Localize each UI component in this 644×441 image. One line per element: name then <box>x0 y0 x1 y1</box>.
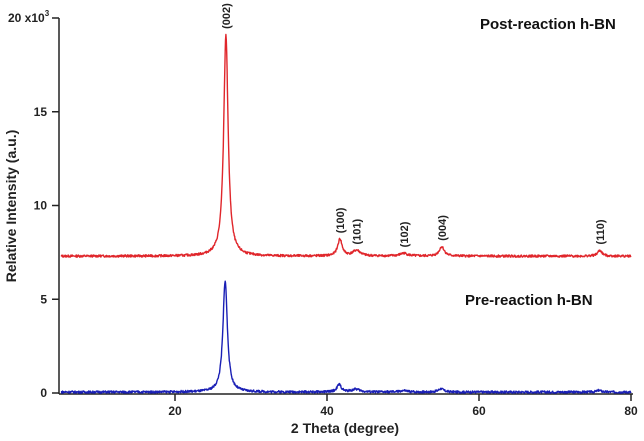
peak-labels: (002) (100) (101) (102) (004) (110) <box>221 3 607 247</box>
x-axis-title: 2 Theta (degree) <box>291 420 399 436</box>
y-tick-label: 10 <box>34 199 48 213</box>
x-tick-label: 60 <box>472 404 486 418</box>
peak-label: (100) <box>335 207 347 233</box>
y-tick-label: 0 <box>40 386 47 400</box>
axes <box>58 18 633 395</box>
x-tick-label: 40 <box>320 404 334 418</box>
x-tick-label: 20 <box>168 404 182 418</box>
x-tick-label: 80 <box>624 404 638 418</box>
peak-label: (002) <box>221 3 233 29</box>
peak-label: (004) <box>437 215 449 241</box>
series-line-pre <box>60 280 632 394</box>
y-tick-label: 15 <box>34 105 48 119</box>
y-ticks: 0 5 10 15 <box>34 17 59 400</box>
y-top-tick-label: 20 x103 <box>8 9 50 25</box>
peak-label: (102) <box>399 221 411 247</box>
series-label-post: Post-reaction h-BN <box>480 16 616 33</box>
series-line-post <box>60 33 632 258</box>
y-axis-title: Relative Intensity (a.u.) <box>3 130 19 282</box>
series-label-pre: Pre-reaction h-BN <box>465 292 593 309</box>
peak-label: (110) <box>595 219 607 244</box>
y-tick-label: 5 <box>40 292 47 306</box>
peak-label: (101) <box>352 218 364 244</box>
series-lines <box>60 33 632 394</box>
x-ticks: 20 40 60 80 <box>168 394 638 418</box>
